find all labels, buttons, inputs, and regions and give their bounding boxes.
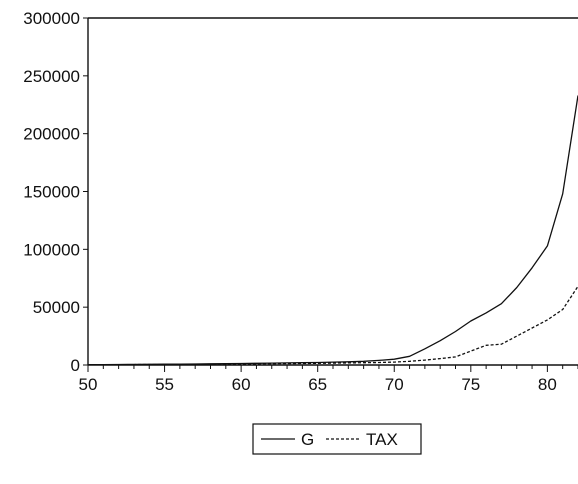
series-layer — [87, 95, 578, 366]
y-tick-label: 300000 — [23, 9, 80, 28]
y-tick-label: 200000 — [23, 125, 80, 144]
x-tick-label: 75 — [461, 375, 480, 394]
x-tick-label: 70 — [385, 375, 404, 394]
x-tick-label: 65 — [308, 375, 327, 394]
series-line-tax — [87, 285, 578, 366]
legend: G TAX — [252, 423, 422, 455]
y-tick-label: 0 — [71, 356, 80, 375]
x-tick-label: 80 — [538, 375, 557, 394]
x-tick-label: 55 — [155, 375, 174, 394]
axes-layer: 50 55 60 65 70 75 80 0 50000 100000 150000 200000 25… — [23, 9, 578, 394]
legend-label-g: G — [301, 430, 314, 449]
y-tick-label: 100000 — [23, 240, 80, 259]
y-tick-label: 250000 — [23, 67, 80, 86]
y-tick-label: 50000 — [33, 298, 80, 317]
x-tick-label: 50 — [79, 375, 98, 394]
legend-label-tax: TAX — [366, 430, 398, 449]
y-tick-label: 150000 — [23, 183, 80, 202]
x-tick-label: 60 — [232, 375, 251, 394]
